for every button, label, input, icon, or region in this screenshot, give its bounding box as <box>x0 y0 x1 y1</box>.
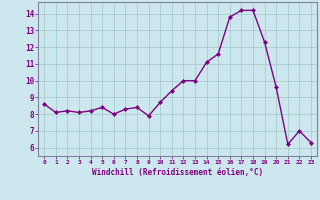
X-axis label: Windchill (Refroidissement éolien,°C): Windchill (Refroidissement éolien,°C) <box>92 168 263 177</box>
